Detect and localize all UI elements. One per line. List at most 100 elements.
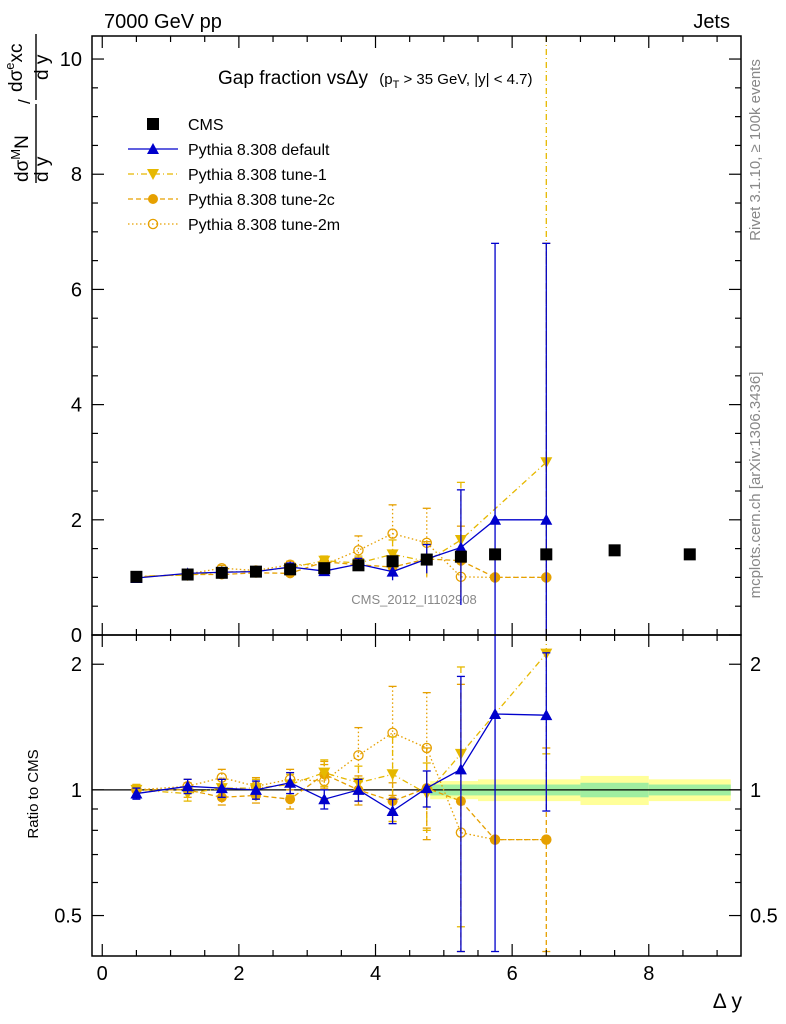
cms-point-3 [249,565,262,578]
x-tick-label-0: 0 [97,963,108,985]
svg-text:dσMN: dσMN [8,135,33,182]
point-top-6 [353,545,364,556]
cms-point-12 [608,544,621,557]
point-bottom-7 [386,805,399,817]
point-top-11 [540,513,553,525]
y-tick-label-top-10: 10 [60,49,82,71]
y-tick-label-top-6: 6 [71,279,82,301]
cms-point-0 [130,570,143,583]
point-bottom-11 [540,709,553,721]
cms-point-11 [540,548,553,561]
series-layer [92,36,741,953]
legend: CMS Pythia 8.308 default Pythia 8.308 tune… [128,117,340,234]
legend-marker-2 [147,169,159,180]
x-axis-label: Δ y [713,990,743,1013]
cms-point-5 [318,562,331,575]
point-bottom-7 [386,769,399,781]
y-tick-label-top-8: 8 [71,164,82,186]
plot-frames [91,35,742,957]
point-bottom-1 [181,780,194,792]
point-top-5 [318,555,331,567]
legend-label-0: CMS [188,117,224,134]
legend-marker-3 [148,194,158,204]
axis-ticks: 0 2 4 6 8 0 2 4 6 8 10 0.5 0.5 1 1 2 2 [54,36,778,985]
series-line-bottom [136,653,547,795]
y-tick-label-top-0: 0 [71,625,82,647]
point-bottom-4 [284,776,297,788]
point-bottom-7 [387,727,398,739]
svg-text:d y: d y [32,54,53,80]
point-bottom-8 [420,782,433,794]
series-line-top [136,532,547,579]
point-top-7 [386,565,399,577]
point-bottom-6 [352,783,365,795]
y-axis-label-bottom: Ratio to CMS [25,749,42,838]
rivet-label: Rivet 3.1.10, ≥ 100k events [747,59,764,241]
cms-point-7 [386,555,399,568]
y-tick-label-bottom-left-1: 1 [71,780,82,802]
legend-label-1: Pythia 8.308 default [188,142,330,159]
point-bottom-2 [215,782,228,794]
x-tick-label-4: 4 [370,963,381,985]
analysis-watermark: CMS_2012_I1102908 [351,592,477,607]
series-line-bottom [136,732,547,841]
point-bottom-11 [541,834,552,845]
legend-entry-2: Pythia 8.308 tune-1 [128,167,327,184]
legend-label-4: Pythia 8.308 tune-2m [188,217,340,234]
y-tick-label-bottom-left-0.5: 0.5 [54,906,82,928]
series-line-top [136,461,547,577]
x-tick-label-8: 8 [643,963,654,985]
bottom-panel-frame [91,634,742,957]
point-top-9 [454,541,467,553]
legend-marker-0 [147,118,159,130]
legend-entry-3: Pythia 8.308 tune-2c [128,192,335,209]
y-tick-label-bottom-right-2: 2 [750,654,761,676]
series-0 [130,544,696,583]
legend-marker-4 [147,218,159,230]
point-bottom-0 [130,787,143,799]
header-left: 7000 GeV pp [104,11,222,33]
point-top-10 [489,513,502,525]
point-top-7 [386,549,399,561]
y-tick-label-bottom-right-1: 1 [750,780,761,802]
legend-marker-1 [147,143,159,154]
series-line-bottom [136,773,547,841]
y-tick-label-top-2: 2 [71,510,82,532]
cms-point-9 [454,550,467,563]
point-bottom-10 [489,707,502,719]
point-bottom-5 [318,767,331,779]
svg-text:d y: d y [32,156,53,182]
legend-entry-4: Pythia 8.308 tune-2m [128,217,340,234]
point-top-7 [387,528,398,539]
series-line-bottom [136,713,547,812]
header-right: Jets [693,11,730,33]
y-tick-label-top-4: 4 [71,395,82,417]
x-tick-label-2: 2 [233,963,244,985]
mcplots-label: mcplots.cern.ch [arXiv:1306.3436] [747,372,764,599]
cms-point-4 [284,563,297,576]
cms-point-2 [215,566,228,579]
legend-label-3: Pythia 8.308 tune-2c [188,192,335,209]
cms-point-6 [352,559,365,572]
point-bottom-4 [285,794,296,805]
point-bottom-9 [454,763,467,775]
legend-entry-1: Pythia 8.308 default [128,142,330,159]
y-tick-label-bottom-right-0.5: 0.5 [750,906,778,928]
point-bottom-3 [249,783,262,795]
y-tick-label-bottom-left-2: 2 [71,654,82,676]
point-bottom-5 [318,793,331,805]
cms-point-8 [420,553,433,566]
series-1 [130,242,553,953]
y-axis-label-top: dσMN d y / dσexc d y [2,43,53,182]
series-3 [131,242,552,953]
cms-point-13 [683,548,696,561]
chart-title: Gap fraction vsΔy (pT > 35 GeV, |y| < 4.… [218,68,532,91]
legend-label-2: Pythia 8.308 tune-1 [188,167,327,184]
cms-point-1 [181,568,194,581]
x-tick-label-6: 6 [507,963,518,985]
series-line-top [136,519,547,579]
legend-entry-0: CMS [147,117,224,134]
cms-point-10 [489,548,502,561]
point-bottom-6 [353,750,364,761]
